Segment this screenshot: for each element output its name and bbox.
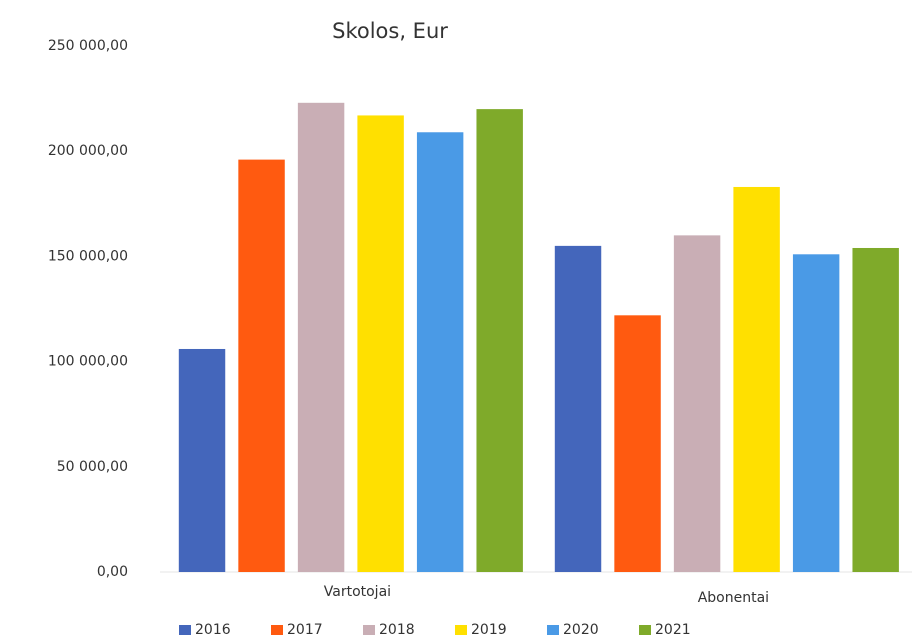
legend-swatch [455, 625, 467, 635]
legend-swatch [363, 625, 375, 635]
bar [792, 254, 840, 572]
legend-label: 2018 [379, 622, 415, 638]
bar [733, 186, 780, 572]
y-tick-label: 0,00 [97, 564, 128, 580]
bar [673, 235, 721, 573]
legend-label: 2019 [471, 622, 507, 638]
x-tick-label: Vartotojai [324, 584, 391, 600]
legend-swatch [547, 625, 559, 635]
legend-label: 2020 [563, 622, 599, 638]
chart-title: Skolos, Eur [332, 19, 448, 43]
bar [554, 245, 602, 572]
legend-swatch [639, 625, 651, 635]
y-tick-label: 50 000,00 [57, 459, 128, 475]
legend-label: 2016 [195, 622, 231, 638]
legend-swatch [271, 625, 283, 635]
bar [297, 102, 345, 573]
y-tick-label: 250 000,00 [48, 38, 128, 54]
y-tick-label: 150 000,00 [48, 248, 128, 264]
bar [614, 315, 661, 572]
bar [852, 247, 899, 572]
bar [357, 115, 404, 572]
legend-label: 2021 [655, 622, 691, 638]
legend-label: 2017 [287, 622, 323, 638]
bar [238, 159, 285, 572]
x-tick-label: Abonentai [698, 590, 769, 606]
bar [178, 348, 226, 572]
bar [416, 132, 464, 572]
bar [476, 109, 523, 573]
legend-swatch [179, 625, 191, 635]
y-tick-label: 200 000,00 [48, 143, 128, 159]
y-tick-label: 100 000,00 [48, 354, 128, 370]
